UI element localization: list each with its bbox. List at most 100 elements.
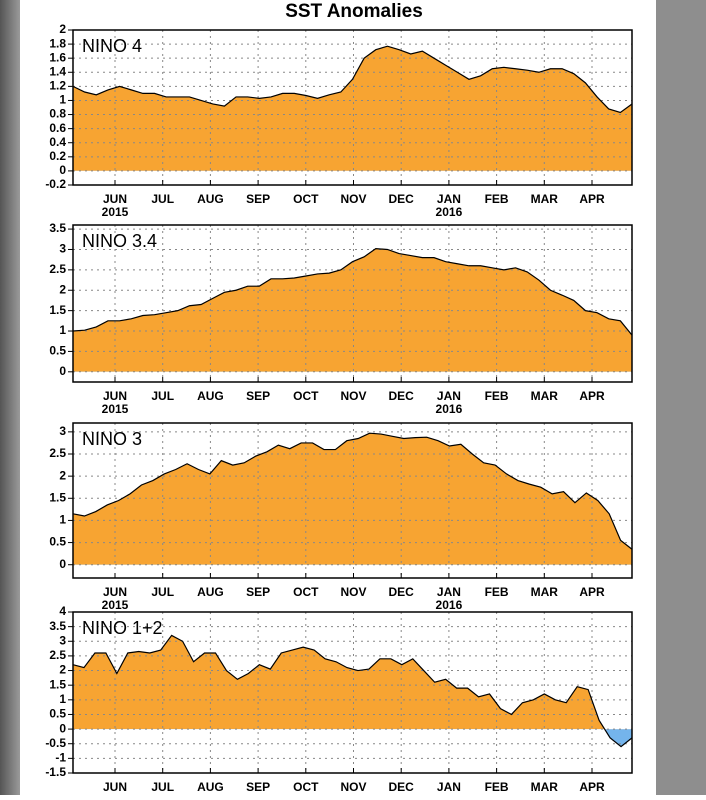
- y-tick-label: -0.5: [45, 736, 66, 750]
- x-tick-label: MAR: [531, 192, 559, 206]
- y-tick-label: 1.2: [49, 79, 66, 93]
- x-tick-label: FEB: [485, 585, 509, 599]
- panel-label: NINO 3: [82, 429, 142, 449]
- x-tick-label: SEP: [246, 585, 270, 599]
- y-tick-label: 4: [59, 604, 66, 618]
- x-tick-label: JUN: [103, 192, 127, 206]
- x-tick-label: MAR: [531, 780, 559, 794]
- y-tick-label: 3: [59, 242, 66, 256]
- area-positive: [73, 248, 632, 372]
- y-tick-label: 2: [59, 468, 66, 482]
- x-tick-label: FEB: [485, 389, 509, 403]
- y-tick-label: 0.8: [49, 107, 66, 121]
- x-tick-label: FEB: [485, 192, 509, 206]
- year-label: 2015: [102, 598, 129, 612]
- x-tick-label: APR: [579, 192, 605, 206]
- x-tick-label: FEB: [485, 780, 509, 794]
- x-tick-label: JUN: [103, 585, 127, 599]
- y-tick-label: -1.5: [45, 765, 66, 779]
- y-tick-label: 1.5: [49, 303, 66, 317]
- x-tick-label: MAR: [531, 389, 559, 403]
- y-tick-label: 1.4: [49, 64, 66, 78]
- x-tick-label: OCT: [293, 389, 319, 403]
- x-tick-label: APR: [579, 780, 605, 794]
- line: [72, 432, 633, 550]
- y-tick-label: 0.2: [49, 149, 66, 163]
- x-tick-label: NOV: [340, 192, 366, 206]
- y-tick-label: 0: [59, 557, 66, 571]
- panel-label: NINO 1+2: [82, 618, 163, 638]
- y-tick-label: 0: [59, 721, 66, 735]
- y-tick-label: -1: [55, 751, 66, 765]
- y-tick-label: 3: [59, 633, 66, 647]
- y-tick-label: 1: [59, 513, 66, 527]
- x-tick-label: AUG: [197, 389, 224, 403]
- y-tick-label: 3: [59, 424, 66, 438]
- x-tick-label: AUG: [197, 192, 224, 206]
- plot-frame: [72, 422, 633, 579]
- y-tick-label: 1.5: [49, 490, 66, 504]
- y-tick-label: 3.5: [49, 619, 66, 633]
- y-tick-label: 1: [59, 692, 66, 706]
- line: [72, 45, 633, 114]
- plot-frame: [72, 224, 633, 383]
- x-tick-label: JUL: [151, 389, 174, 403]
- x-tick-label: NOV: [340, 389, 366, 403]
- x-tick-label: APR: [579, 585, 605, 599]
- y-tick-label: 0.5: [49, 344, 66, 358]
- y-tick-label: 1: [59, 323, 66, 337]
- x-tick-label: JAN: [437, 192, 461, 206]
- x-tick-label: SEP: [246, 192, 270, 206]
- x-tick-label: DEC: [389, 192, 415, 206]
- x-tick-label: JAN: [437, 389, 461, 403]
- x-tick-label: JAN: [437, 780, 461, 794]
- panel-label: NINO 3.4: [82, 231, 157, 251]
- x-tick-label: JAN: [437, 585, 461, 599]
- y-tick-label: 0.4: [49, 135, 66, 149]
- y-tick-label: 1.5: [49, 677, 66, 691]
- x-tick-label: JUL: [151, 192, 174, 206]
- panel-label: NINO 4: [82, 36, 142, 56]
- y-tick-label: 0: [59, 364, 66, 378]
- year-label: 2016: [436, 598, 463, 612]
- x-tick-label: OCT: [293, 192, 319, 206]
- y-tick-label: 1.8: [49, 36, 66, 50]
- y-tick-label: 1: [59, 93, 66, 107]
- year-label: 2016: [436, 205, 463, 219]
- year-label: 2016: [436, 402, 463, 416]
- x-tick-label: JUN: [103, 780, 127, 794]
- y-tick-label: 0.6: [49, 121, 66, 135]
- y-tick-label: 2.5: [49, 648, 66, 662]
- chart-title: SST Anomalies: [285, 1, 423, 22]
- y-tick-label: 0: [59, 163, 66, 177]
- area-positive: [73, 46, 632, 171]
- y-tick-label: 0.5: [49, 535, 66, 549]
- area-positive: [73, 635, 605, 730]
- y-tick-label: 0.5: [49, 707, 66, 721]
- x-tick-label: AUG: [197, 780, 224, 794]
- x-tick-label: OCT: [293, 585, 319, 599]
- y-tick-label: 2: [59, 22, 66, 36]
- plot-frame: [72, 29, 633, 186]
- x-tick-label: DEC: [389, 780, 415, 794]
- y-tick-label: 2.5: [49, 446, 66, 460]
- year-label: 2015: [102, 402, 129, 416]
- y-tick-label: 1.6: [49, 50, 66, 64]
- x-tick-label: DEC: [389, 585, 415, 599]
- x-tick-label: OCT: [293, 780, 319, 794]
- y-tick-label: 2: [59, 663, 66, 677]
- x-tick-label: SEP: [246, 780, 270, 794]
- area-positive: [73, 433, 632, 565]
- y-tick-label: -0.2: [45, 177, 66, 191]
- line: [72, 248, 633, 336]
- x-tick-label: MAR: [531, 585, 559, 599]
- year-label: 2015: [102, 205, 129, 219]
- x-tick-label: AUG: [197, 585, 224, 599]
- left-edge: [0, 0, 20, 795]
- x-tick-label: JUL: [151, 585, 174, 599]
- x-tick-label: NOV: [340, 585, 366, 599]
- x-tick-label: JUN: [103, 389, 127, 403]
- y-tick-label: 2.5: [49, 262, 66, 276]
